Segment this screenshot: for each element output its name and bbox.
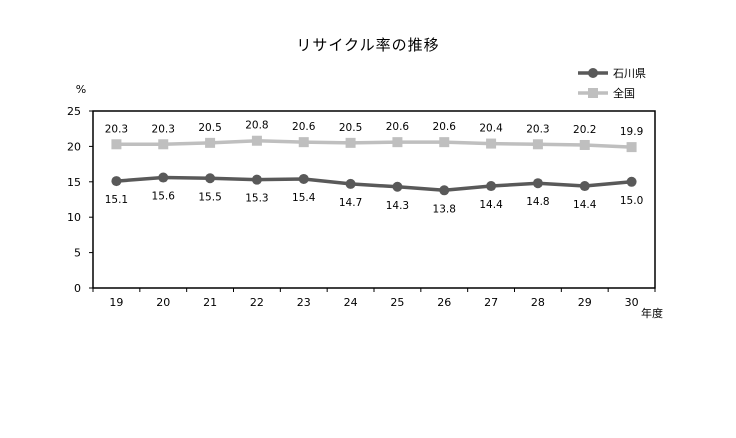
- plot-area: [92, 110, 656, 289]
- data-label: 20.3: [152, 123, 175, 135]
- legend-marker: [588, 68, 598, 78]
- data-point: [532, 139, 543, 150]
- y-tick-label: 5: [74, 247, 81, 260]
- x-tick-label: 20: [156, 296, 170, 309]
- legend-marker: [588, 88, 598, 98]
- data-point: [626, 142, 637, 153]
- data-label: 14.4: [479, 199, 503, 211]
- data-label: 19.9: [620, 126, 643, 138]
- x-axis-ticks: 19 20 21 22 23 24 25 26 27 28 29 30: [92, 288, 656, 309]
- legend-label: 石川県: [613, 67, 646, 80]
- legend-item: 全国: [578, 86, 635, 100]
- data-label: 20.6: [386, 121, 410, 133]
- x-tick-label: 29: [578, 296, 592, 309]
- data-label: 14.7: [339, 197, 362, 209]
- y-axis-unit: %: [76, 83, 86, 96]
- data-label: 20.5: [198, 122, 221, 134]
- data-label: 15.3: [245, 193, 268, 205]
- legend-item: 石川県: [578, 67, 646, 80]
- y-tick-label: 10: [67, 211, 81, 224]
- data-label: 20.6: [292, 121, 316, 133]
- x-tick-label: 25: [390, 296, 404, 309]
- x-tick-label: 27: [484, 296, 498, 309]
- data-point: [579, 181, 590, 192]
- data-point: [579, 139, 590, 150]
- data-point: [298, 137, 309, 148]
- data-label: 20.5: [339, 122, 362, 134]
- legend-label: 全国: [613, 86, 635, 100]
- x-tick-label: 19: [109, 296, 123, 309]
- series-layer: 15.1 15.6 15.5 15.3 15.4 14.7 14.3 13.8 14.4 14.8…: [105, 120, 644, 216]
- data-point: [251, 135, 262, 146]
- data-point: [486, 138, 497, 149]
- x-axis-unit: 年度: [641, 306, 663, 320]
- data-point: [439, 185, 450, 196]
- x-tick-label: 28: [531, 296, 545, 309]
- y-tick-label: 0: [74, 282, 81, 295]
- data-label: 20.3: [526, 123, 549, 135]
- series-line: [116, 138, 632, 149]
- plot-border: [92, 110, 656, 289]
- x-tick-label: 30: [625, 296, 639, 309]
- data-point: [345, 137, 356, 148]
- data-point: [111, 139, 122, 150]
- data-point: [158, 172, 169, 183]
- data-label: 15.6: [152, 191, 176, 203]
- data-point: [439, 137, 450, 148]
- data-point: [111, 176, 122, 187]
- data-point: [205, 137, 216, 148]
- data-label: 20.6: [433, 121, 457, 133]
- data-label: 14.8: [526, 196, 549, 208]
- data-label: 14.3: [386, 200, 409, 212]
- x-tick-label: 24: [344, 296, 358, 309]
- data-label: 13.8: [433, 203, 456, 215]
- x-tick-label: 26: [437, 296, 451, 309]
- data-point: [345, 178, 356, 189]
- data-label: 20.8: [245, 120, 268, 132]
- y-tick-label: 25: [67, 105, 81, 118]
- data-label: 15.5: [198, 191, 221, 203]
- data-point: [486, 181, 497, 192]
- x-tick-label: 21: [203, 296, 217, 309]
- data-point: [251, 174, 262, 185]
- data-label: 15.1: [105, 194, 128, 206]
- data-point: [298, 173, 309, 184]
- data-point: [392, 137, 403, 148]
- y-tick-label: 15: [67, 176, 81, 189]
- data-label: 14.4: [573, 199, 597, 211]
- series-全国: 20.3 20.3 20.5 20.8 20.6 20.5 20.6 20.6 20.4 20.3…: [105, 120, 643, 153]
- data-point: [626, 176, 637, 187]
- chart-title: リサイクル率の推移: [296, 36, 439, 54]
- x-tick-label: 22: [250, 296, 264, 309]
- data-label: 20.2: [573, 124, 596, 136]
- y-axis-ticks: 0 5 10 15 20 25: [67, 105, 93, 295]
- data-label: 15.0: [620, 195, 643, 207]
- data-label: 20.4: [479, 123, 503, 135]
- series-line: [116, 175, 632, 193]
- y-tick-label: 20: [67, 140, 81, 153]
- data-point: [158, 139, 169, 150]
- data-point: [532, 178, 543, 189]
- series-石川県: 15.1 15.6 15.5 15.3 15.4 14.7 14.3 13.8 14.4 14.8…: [105, 172, 643, 215]
- data-point: [205, 173, 216, 184]
- x-tick-label: 23: [297, 296, 311, 309]
- data-point: [392, 181, 403, 192]
- data-label: 15.4: [292, 192, 316, 204]
- data-label: 20.3: [105, 123, 128, 135]
